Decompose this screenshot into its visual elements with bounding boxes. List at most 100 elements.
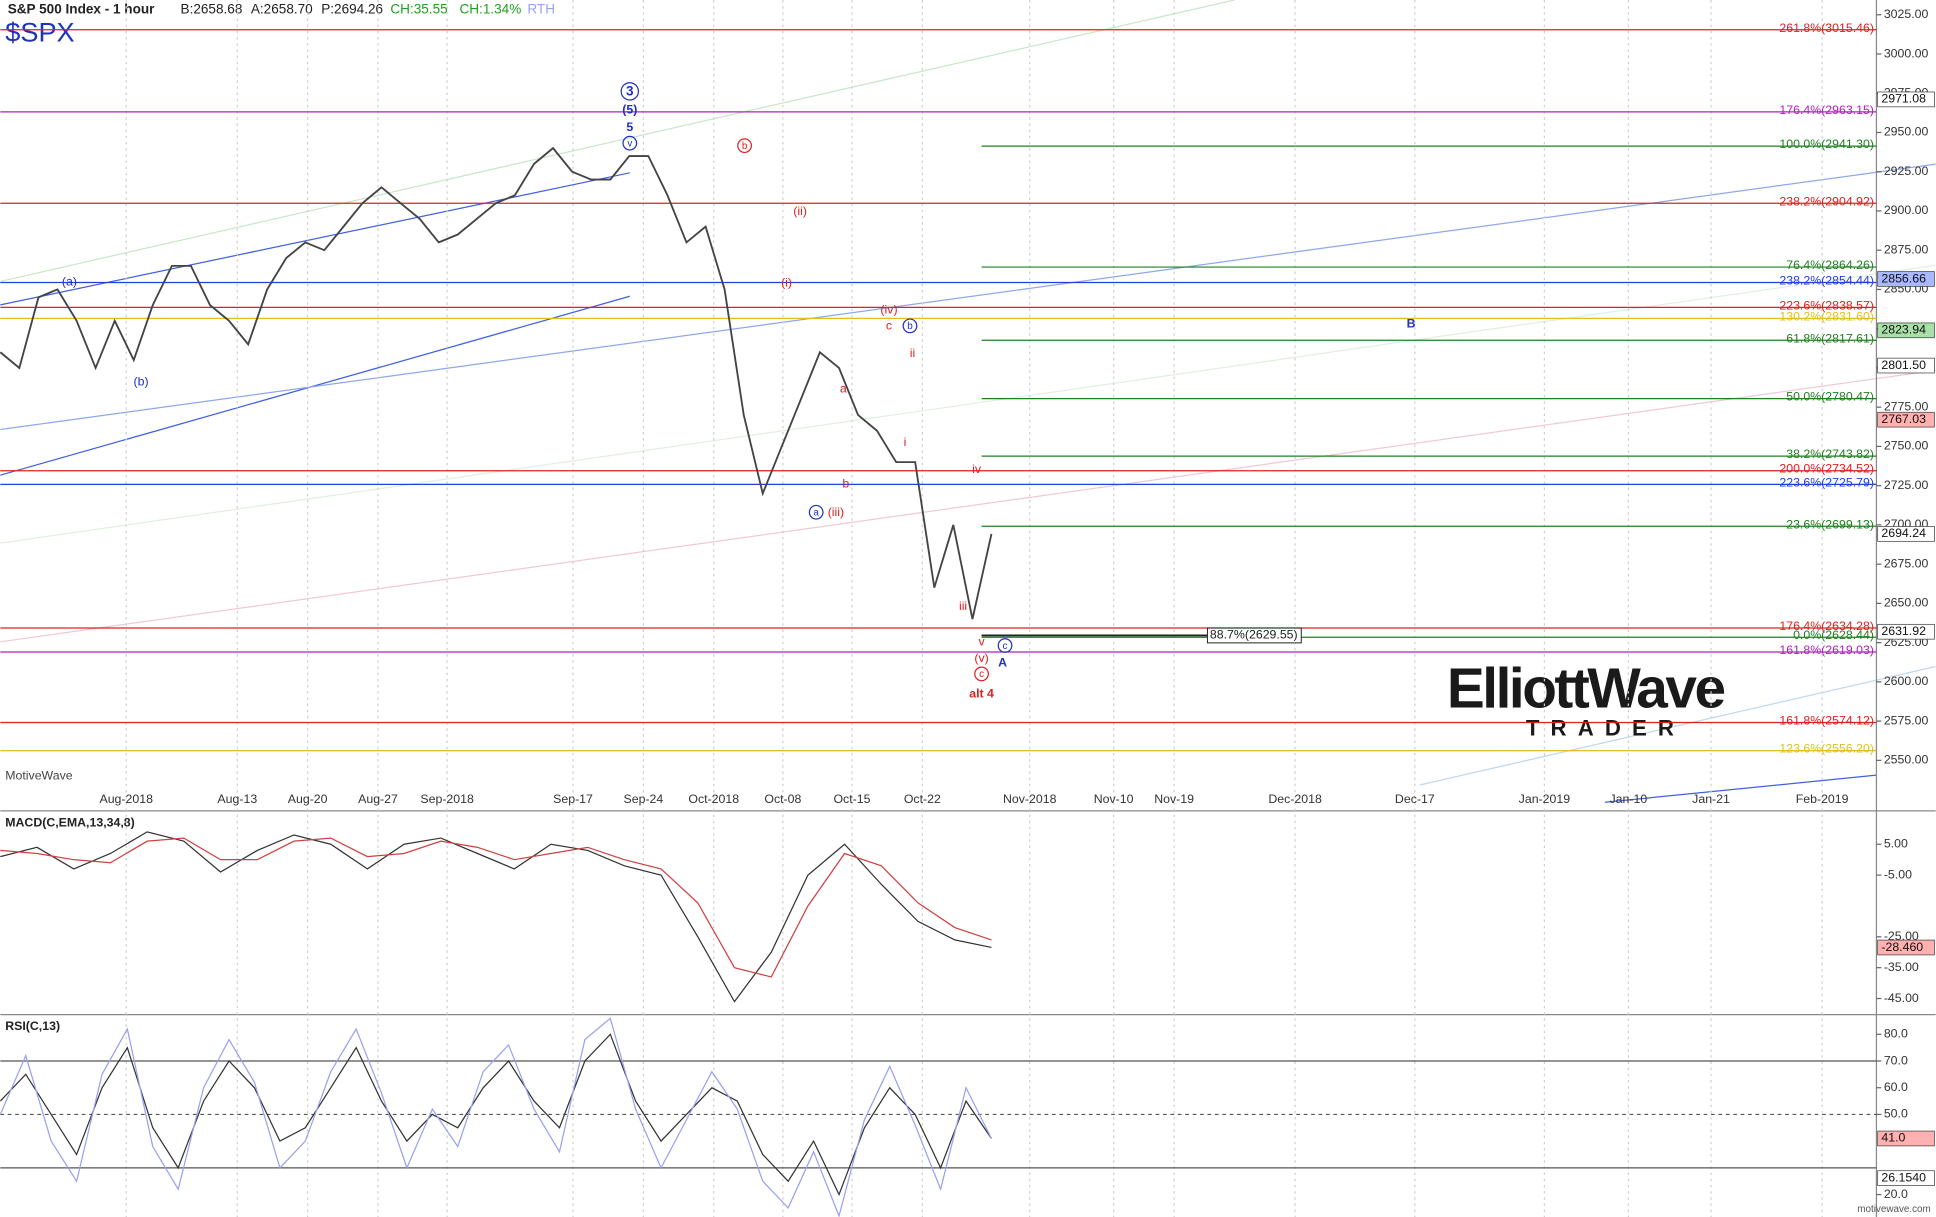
series-line [0,146,993,620]
axis-badge-label: 2856.66 [1881,271,1926,285]
rsi-title: RSI(C,13) [5,1019,60,1033]
level-label: 130.2%(2831.60) [1779,309,1874,323]
level-label: 161.8%(2574.12) [1779,714,1874,728]
level-label: 200.0%(2734.52) [1779,462,1874,476]
axis-badge [1877,322,1935,339]
y-tick-label: 2650.00 [1884,596,1929,610]
y-tick-label: 2900.00 [1884,203,1929,217]
wave-label: (i) [781,276,792,290]
y-tick-label: 20.0 [1884,1187,1908,1201]
logo-tagline: TRADER [1526,715,1685,740]
wave-label: 5 [626,120,633,134]
x-tick-label: Aug-2018 [99,792,153,806]
boxed-level-box [1206,627,1302,644]
x-tick-label: Dec-2018 [1268,792,1322,806]
series-line [0,837,992,978]
wave-label: b [742,141,748,152]
wave-label: a [813,507,819,518]
level-label: 100.0%(2941.30) [1779,137,1874,151]
annotation-circle [737,138,753,154]
x-tick-label: Oct-08 [764,792,801,806]
wave-label: (iv) [880,303,897,317]
x-tick-label: Sep-2018 [420,792,474,806]
quote-item: P:2694.26 [321,1,383,16]
wave-label: (iii) [828,505,844,519]
y-tick-label: 2875.00 [1884,242,1929,256]
x-tick-label: Oct-15 [833,792,870,806]
series-line [0,1017,993,1217]
wave-label: b [842,477,849,491]
x-tick-label: Dec-17 [1395,792,1435,806]
y-tick-label: 70.0 [1884,1053,1908,1067]
y-tick-label: 2550.00 [1884,753,1929,767]
y-tick-label: 2925.00 [1884,164,1929,178]
quote-item: RTH [527,1,555,16]
axis-badge [1877,526,1935,542]
level-label: 238.2%(2904.92) [1779,194,1874,208]
y-tick-label: 2950.00 [1884,125,1929,139]
annotation-circle [997,638,1013,653]
x-tick-label: Nov-19 [1154,792,1194,806]
level-label: 176.4%(2634.28) [1779,619,1874,633]
axis-badge [1877,623,1935,640]
axis-badge-label: 2823.94 [1881,323,1926,337]
level-label: 261.8%(3015.46) [1779,21,1874,35]
y-tick-label: 3000.00 [1884,46,1929,60]
y-tick-label: 5.00 [1884,837,1908,851]
macd-title: MACD(C,EMA,13,34,8) [5,816,134,830]
x-tick-label: Sep-17 [553,792,593,806]
quote-item: B:2658.68 [181,1,243,16]
wave-label: v [978,635,985,649]
watermark: MotiveWave [5,769,73,783]
boxed-level-label: 88.7%(2629.55) [1210,628,1298,642]
y-tick-label: 2575.00 [1884,713,1929,727]
level-label: 61.8%(2817.61) [1786,331,1874,345]
axis-badge-label: 2971.08 [1881,92,1926,106]
quote-item: CH:1.34% [459,1,521,16]
x-tick-label: Sep-24 [624,792,664,806]
axis-badge-label: 2694.24 [1881,526,1926,540]
axis-badge [1877,1170,1935,1186]
wave-label: c [1003,641,1008,652]
level-label: 50.0%(2780.47) [1786,390,1874,404]
wave-label: c [979,669,984,680]
annotation-circle [808,504,824,520]
y-tick-label: 2600.00 [1884,674,1929,688]
level-label: 38.2%(2743.82) [1786,447,1874,461]
x-tick-label: Aug-27 [358,792,398,806]
level-label: 238.2%(2854.44) [1779,274,1874,288]
y-tick-label: 2775.00 [1884,399,1929,413]
x-tick-label: Aug-20 [288,792,328,806]
x-tick-label: Feb-2019 [1796,792,1849,806]
series-line [0,831,992,1003]
level-label: 176.4%(2963.15) [1779,103,1874,117]
wave-label: v [627,138,632,149]
axis-badge-label: 2631.92 [1881,624,1926,638]
wave-label: i [904,435,907,449]
trendlines [0,0,1936,803]
logo-name: ElliottWave [1447,657,1725,720]
annotation-circle [974,666,989,682]
annotation-circle [620,82,640,101]
annotation-circle [622,135,638,151]
axis-badge-label: 2801.50 [1881,358,1926,372]
y-tick-label: -25.00 [1884,929,1919,943]
wave-label: alt 4 [969,687,994,701]
x-tick-label: Jan-21 [1692,792,1730,806]
wave-label: (ii) [793,204,807,218]
y-tick-label: 3025.00 [1884,7,1929,21]
axis-badge-label: 41.0 [1881,1131,1905,1145]
x-tick-label: Oct-22 [904,792,941,806]
wave-label: iii [959,599,967,613]
y-tick-label: 2725.00 [1884,478,1929,492]
level-label: 223.6%(2725.79) [1779,475,1874,489]
y-tick-label: -35.00 [1884,960,1919,974]
x-tick-label: Jan-2019 [1519,792,1571,806]
wave-label: A [998,656,1007,670]
y-tick-label: 2750.00 [1884,439,1929,453]
x-tick-label: Aug-13 [217,792,257,806]
wave-label: a [840,382,847,396]
wave-label: iv [972,462,982,476]
